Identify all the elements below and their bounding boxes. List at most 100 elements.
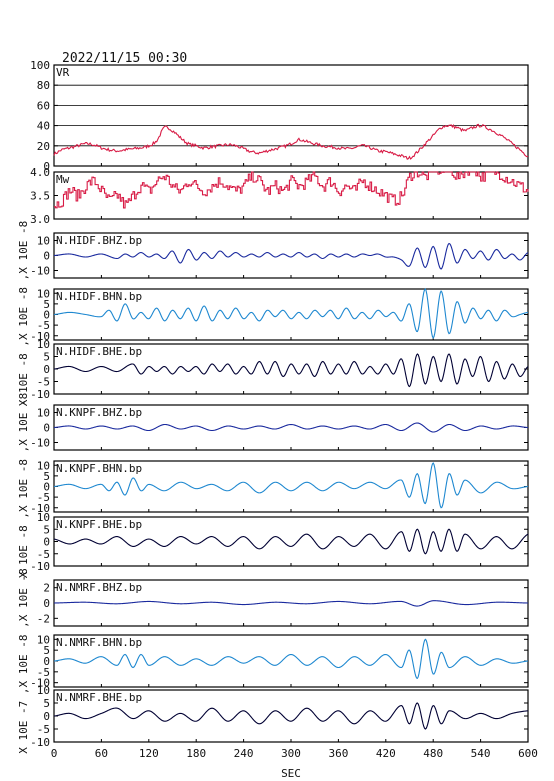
panel-label: N.KNPF.BHN.bp [56, 462, 142, 475]
y-tick-label: -10 [30, 736, 50, 749]
y-tick-label: -10 [30, 437, 50, 450]
y-tick-label: 2 [43, 582, 50, 595]
y-tick-label: 10 [37, 633, 50, 646]
y-tick-label: 0 [43, 710, 50, 723]
y-tick-label: -10 [30, 265, 50, 278]
y-tick-label: 100 [30, 59, 50, 72]
y-tick-label: 5 [43, 351, 50, 364]
series-trace [53, 462, 529, 509]
x-tick-label: 480 [423, 747, 443, 760]
panel: -10 0 10 N.HIDF.BHZ.bp [30, 232, 529, 279]
series-trace [53, 702, 529, 730]
y-tick-label: -5 [37, 548, 50, 561]
y-tick-label: 5 [43, 523, 50, 536]
y-tick-label: -10 [30, 502, 50, 515]
y-tick-label: 3.5 [30, 190, 50, 203]
x-tick-label: 360 [328, 747, 348, 760]
y-tick-label: -10 [30, 560, 50, 573]
panel: -10 0 10 N.KNPF.BHZ.bp [30, 404, 529, 451]
y-tick-label: 0 [43, 250, 50, 263]
y-tick-label: -5 [37, 666, 50, 679]
series-trace [53, 528, 529, 555]
series-trace [53, 353, 529, 388]
y-tick-label: 4.0 [30, 166, 50, 179]
x-tick-label: 60 [95, 747, 108, 760]
y-tick-label: 20 [37, 140, 50, 153]
series-trace [53, 288, 529, 339]
panel-label: N.NMRF.BHN.bp [56, 636, 142, 649]
y-tick-label: 0 [43, 536, 50, 549]
panel-label: VR [56, 66, 70, 79]
y-tick-label: -5 [37, 376, 50, 389]
x-tick-label: 540 [471, 747, 491, 760]
series-trace [53, 242, 529, 270]
y-tick-label: 10 [37, 459, 50, 472]
y-tick-label: 10 [37, 287, 50, 300]
series-trace [53, 123, 529, 160]
y-scale-label: X 10E -8 ,X 10E -8 ,X 10E -8 [17, 221, 30, 406]
y-tick-label: 5 [43, 470, 50, 483]
panel-label: N.NMRF.BHE.bp [56, 691, 142, 704]
y-tick-label: -5 [37, 319, 50, 332]
panel: -2 0 2 N.NMRF.BHZ.bp [37, 579, 529, 627]
y-tick-label: 0 [43, 655, 50, 668]
panel-label: N.KNPF.BHE.bp [56, 518, 142, 531]
panel: 3.0 3.5 4.0 Mw [30, 166, 529, 226]
y-tick-label: 0 [43, 309, 50, 322]
y-tick-label: 0 [43, 363, 50, 376]
x-axis: 0 60 120 180 240 300 360 420 480 540 600 [51, 747, 538, 760]
y-tick-label: 10 [37, 338, 50, 351]
y-tick-label: 10 [37, 511, 50, 524]
panel-label: N.HIDF.BHN.bp [56, 290, 142, 303]
y-tick-label: 5 [43, 697, 50, 710]
x-tick-label: 240 [234, 747, 254, 760]
y-tick-label: -10 [30, 388, 50, 401]
y-tick-label: 80 [37, 79, 50, 92]
y-tick-label: -10 [30, 330, 50, 343]
y-tick-label: 0 [43, 160, 50, 173]
series-trace [53, 422, 529, 433]
x-tick-label: 300 [281, 747, 301, 760]
y-tick-label: 10 [37, 684, 50, 697]
y-tick-label: -5 [37, 723, 50, 736]
x-tick-label: 120 [139, 747, 159, 760]
y-tick-label: 0 [43, 597, 50, 610]
y-tick-label: 60 [37, 99, 50, 112]
x-tick-label: 420 [376, 747, 396, 760]
y-tick-label: 5 [43, 298, 50, 311]
y-tick-label: 5 [43, 644, 50, 657]
y-tick-label: 10 [37, 235, 50, 248]
y-tick-label: 0 [43, 481, 50, 494]
x-axis-label: SEC [281, 767, 301, 780]
datetime-header: 2022/11/15 00:30 [62, 51, 187, 66]
panel: 0 20 40 60 80 100 VR [30, 59, 529, 173]
scale-labels: X 10E -8 ,X 10E -8 ,X 10E -8X 10E -8 ,X … [17, 221, 30, 754]
y-tick-label: -2 [37, 612, 50, 625]
panel-label: N.NMRF.BHZ.bp [56, 581, 142, 594]
series-trace [53, 638, 529, 680]
panel-label: N.HIDF.BHZ.bp [56, 234, 142, 247]
y-tick-label: 10 [37, 407, 50, 420]
series-trace [54, 171, 529, 209]
y-scale-label: X 10E -8 ,X 10E -8 ,X 10E -8 [17, 393, 30, 578]
x-tick-label: 0 [51, 747, 58, 760]
y-tick-label: -10 [30, 677, 50, 690]
panel-label: Mw [56, 173, 70, 186]
y-tick-label: 40 [37, 120, 50, 133]
panel-label: N.HIDF.BHE.bp [56, 345, 142, 358]
y-tick-label: 0 [43, 422, 50, 435]
x-tick-label: 180 [186, 747, 206, 760]
y-tick-label: 3.0 [30, 213, 50, 226]
x-tick-label: 600 [518, 747, 538, 760]
y-scale-label: X 10E -7 ,X 10E -8 ,X 10E -8 [17, 568, 30, 753]
y-tick-label: -5 [37, 491, 50, 504]
panel-label: N.KNPF.BHZ.bp [56, 406, 142, 419]
